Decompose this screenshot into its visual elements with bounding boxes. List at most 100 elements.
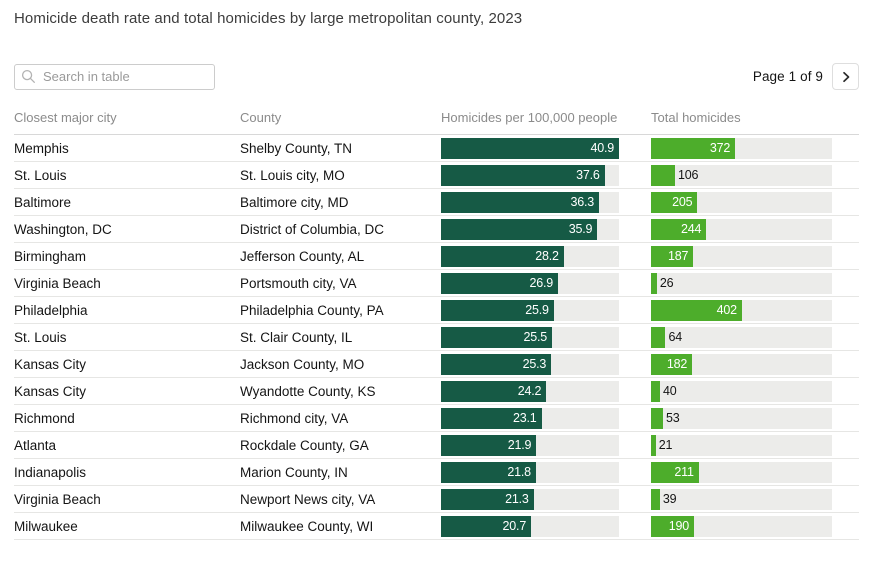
column-header-total-homicides: Total homicides <box>651 110 741 125</box>
table-row: Atlanta Rockdale County, GA 21.9 21 <box>14 432 859 459</box>
total-value-label: 187 <box>668 249 689 263</box>
total-bar-track: 21 <box>651 434 832 456</box>
total-value-label: 39 <box>662 492 677 506</box>
rate-bar-track: 35.9 <box>441 218 619 240</box>
next-page-button[interactable] <box>832 63 859 90</box>
total-bar-track: 53 <box>651 407 832 429</box>
chevron-right-icon <box>842 71 849 82</box>
city-cell: Indianapolis <box>14 464 87 480</box>
city-cell: St. Louis <box>14 329 67 345</box>
total-cell: 40 <box>651 380 832 402</box>
table-row: Kansas City Jackson County, MO 25.3 182 <box>14 351 859 378</box>
total-bar: 205 <box>651 191 698 213</box>
total-value-label: 190 <box>668 519 689 533</box>
total-cell: 53 <box>651 407 832 429</box>
total-bar <box>651 272 657 294</box>
total-bar <box>651 326 666 348</box>
rate-cell: 40.9 <box>441 137 619 159</box>
rate-bar: 25.3 <box>441 353 552 375</box>
county-cell: Milwaukee County, WI <box>240 518 374 534</box>
rate-bar-track: 25.9 <box>441 299 619 321</box>
rate-value-label: 20.7 <box>502 519 527 533</box>
rate-value-label: 26.9 <box>529 276 554 290</box>
rate-value-label: 37.6 <box>576 168 600 182</box>
rate-bar-track: 24.2 <box>441 380 619 402</box>
total-bar: 182 <box>651 353 693 375</box>
county-cell: Jefferson County, AL <box>240 248 365 264</box>
rate-bar-track: 36.3 <box>441 191 619 213</box>
rate-cell: 25.3 <box>441 353 619 375</box>
rate-bar-track: 21.8 <box>441 461 619 483</box>
rate-bar: 28.2 <box>441 245 564 267</box>
total-bar-track: 106 <box>651 164 832 186</box>
column-header-county: County <box>240 110 282 125</box>
table-header-row: Closest major city County Homicides per … <box>14 110 859 135</box>
total-value-label: 182 <box>666 357 688 371</box>
rate-cell: 25.9 <box>441 299 619 321</box>
total-bar <box>651 380 661 402</box>
total-bar <box>651 164 675 186</box>
county-cell: Jackson County, MO <box>240 356 365 372</box>
search-input[interactable] <box>14 63 215 90</box>
rate-cell: 36.3 <box>441 191 619 213</box>
total-bar-track: 190 <box>651 515 832 537</box>
total-value-label: 40 <box>663 384 677 398</box>
total-cell: 244 <box>651 218 832 240</box>
total-bar-track: 40 <box>651 380 832 402</box>
county-cell: Portsmouth city, VA <box>240 275 357 291</box>
total-bar-track: 211 <box>651 461 832 483</box>
rate-cell: 21.3 <box>441 488 619 510</box>
total-bar-track: 187 <box>651 245 832 267</box>
rate-bar-track: 28.2 <box>441 245 619 267</box>
total-value-label: 53 <box>665 411 680 425</box>
rate-bar-track: 23.1 <box>441 407 619 429</box>
city-cell: Richmond <box>14 410 75 426</box>
rate-value-label: 21.9 <box>507 438 532 452</box>
total-cell: 187 <box>651 245 832 267</box>
table-row: Virginia Beach Portsmouth city, VA 26.9 … <box>14 270 859 297</box>
city-cell: Kansas City <box>14 356 87 372</box>
city-cell: Virginia Beach <box>14 275 101 291</box>
total-cell: 211 <box>651 461 832 483</box>
rate-bar-track: 37.6 <box>441 164 619 186</box>
rate-value-label: 21.3 <box>505 492 529 506</box>
total-bar-track: 372 <box>651 137 832 159</box>
city-cell: Memphis <box>14 140 69 156</box>
rate-cell: 37.6 <box>441 164 619 186</box>
rate-cell: 28.2 <box>441 245 619 267</box>
rate-bar: 21.9 <box>441 434 537 456</box>
total-bar-track: 26 <box>651 272 832 294</box>
table-row: Washington, DC District of Columbia, DC … <box>14 216 859 243</box>
total-bar <box>651 407 663 429</box>
rate-bar-track: 40.9 <box>441 137 619 159</box>
total-cell: 372 <box>651 137 832 159</box>
county-cell: District of Columbia, DC <box>240 221 385 237</box>
total-cell: 106 <box>651 164 832 186</box>
rate-bar: 37.6 <box>441 164 605 186</box>
rate-cell: 21.9 <box>441 434 619 456</box>
table-row: Memphis Shelby County, TN 40.9 372 <box>14 135 859 162</box>
rate-value-label: 25.9 <box>525 303 549 317</box>
rate-cell: 25.5 <box>441 326 619 348</box>
total-bar-track: 39 <box>651 488 832 510</box>
rate-bar: 36.3 <box>441 191 599 213</box>
rate-bar: 40.9 <box>441 137 619 159</box>
total-cell: 26 <box>651 272 832 294</box>
total-value-label: 21 <box>658 438 673 452</box>
page-indicator: Page 1 of 9 <box>752 69 823 84</box>
total-bar-track: 205 <box>651 191 832 213</box>
total-bar <box>651 434 656 456</box>
total-bar-track: 182 <box>651 353 832 375</box>
rate-value-label: 35.9 <box>568 222 593 236</box>
city-cell: Virginia Beach <box>14 491 101 507</box>
rate-bar: 35.9 <box>441 218 598 240</box>
total-bar: 211 <box>651 461 699 483</box>
rate-cell: 21.8 <box>441 461 619 483</box>
total-value-label: 372 <box>709 141 731 155</box>
rate-bar: 24.2 <box>441 380 547 402</box>
total-cell: 64 <box>651 326 832 348</box>
rate-bar-track: 25.5 <box>441 326 619 348</box>
rate-cell: 20.7 <box>441 515 619 537</box>
rate-value-label: 23.1 <box>513 411 537 425</box>
rate-value-label: 25.3 <box>522 357 547 371</box>
